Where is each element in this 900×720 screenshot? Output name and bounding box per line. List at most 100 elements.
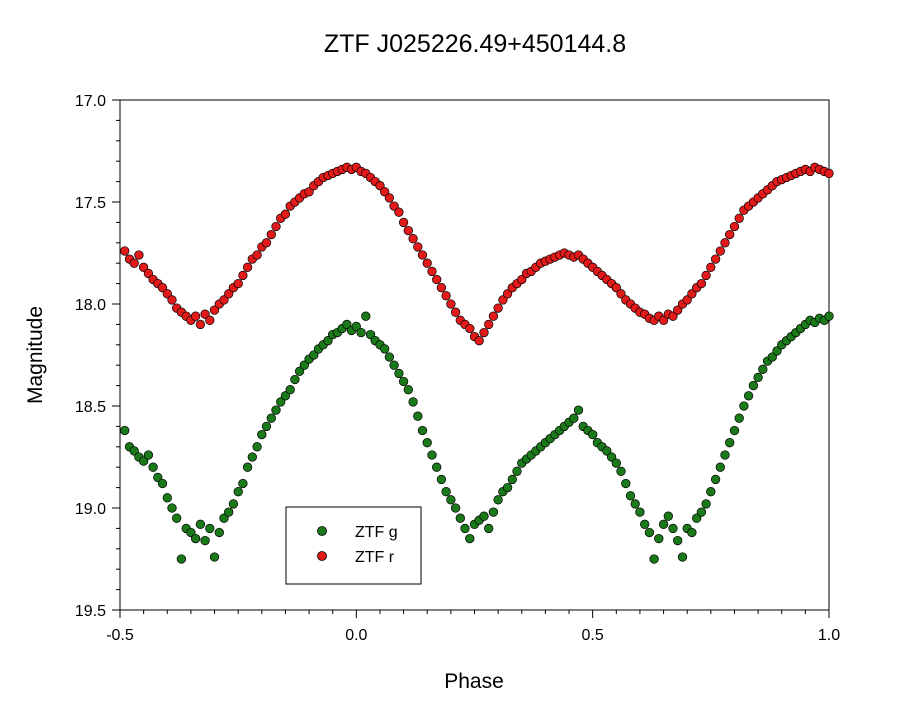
point-ztf-r bbox=[219, 295, 229, 305]
point-ztf-g bbox=[228, 499, 239, 509]
point-ztf-r bbox=[436, 283, 447, 293]
y-axis-label: Magnitude bbox=[24, 306, 47, 404]
point-ztf-g bbox=[706, 487, 716, 497]
point-ztf-r bbox=[167, 295, 177, 305]
point-ztf-r bbox=[398, 217, 409, 228]
point-ztf-r bbox=[611, 283, 621, 293]
point-ztf-r bbox=[493, 303, 503, 313]
point-ztf-r bbox=[120, 246, 130, 256]
point-ztf-g bbox=[479, 511, 489, 521]
point-ztf-g bbox=[153, 472, 163, 483]
point-ztf-g bbox=[484, 523, 494, 534]
x-tick-label: -0.5 bbox=[106, 627, 134, 644]
point-ztf-g bbox=[323, 336, 333, 346]
point-ztf-r bbox=[413, 242, 423, 252]
point-ztf-g bbox=[758, 364, 768, 374]
point-ztf-g bbox=[261, 421, 272, 432]
legend-box bbox=[285, 506, 422, 585]
point-ztf-r bbox=[673, 305, 683, 315]
point-ztf-r bbox=[824, 168, 834, 179]
point-ztf-g bbox=[167, 503, 177, 513]
point-ztf-g bbox=[276, 397, 286, 407]
point-ztf-r bbox=[394, 207, 404, 217]
point-ztf-r bbox=[479, 327, 489, 338]
point-ztf-g bbox=[588, 429, 598, 440]
point-ztf-g bbox=[611, 458, 621, 468]
x-tick-label: 0.5 bbox=[582, 627, 604, 644]
point-ztf-g bbox=[658, 519, 669, 529]
point-ztf-g bbox=[380, 344, 390, 354]
point-ztf-g bbox=[157, 478, 168, 489]
point-ztf-r bbox=[134, 250, 144, 260]
point-ztf-g bbox=[502, 482, 513, 493]
point-ztf-r bbox=[252, 250, 262, 260]
point-ztf-g bbox=[195, 519, 206, 529]
point-ztf-g bbox=[266, 413, 276, 423]
point-ztf-g bbox=[422, 438, 432, 448]
point-ztf-g bbox=[753, 372, 763, 383]
point-ztf-r bbox=[488, 311, 499, 321]
point-ztf-r bbox=[725, 229, 735, 240]
point-ztf-g bbox=[710, 474, 721, 485]
point-ztf-g bbox=[573, 405, 584, 415]
point-ztf-g bbox=[257, 429, 267, 440]
point-ztf-r bbox=[432, 274, 442, 285]
series-ztf-g bbox=[120, 311, 834, 564]
point-ztf-r bbox=[734, 213, 744, 223]
point-ztf-g bbox=[356, 327, 366, 338]
point-ztf-r bbox=[403, 225, 413, 236]
point-ztf-g bbox=[427, 450, 437, 460]
point-ztf-r bbox=[417, 250, 428, 260]
y-tick-label: 18.0 bbox=[75, 297, 106, 314]
x-tick-label: 1.0 bbox=[818, 627, 840, 644]
point-ztf-g bbox=[606, 452, 617, 462]
x-tick-label: 0.0 bbox=[345, 627, 367, 644]
point-ztf-g bbox=[677, 552, 688, 562]
point-ztf-r bbox=[157, 283, 168, 293]
point-ztf-r bbox=[710, 254, 721, 264]
legend-label-ztf-r: ZTF r bbox=[355, 549, 395, 566]
point-ztf-r bbox=[209, 305, 220, 315]
point-ztf-g bbox=[186, 527, 196, 538]
point-ztf-g bbox=[129, 446, 139, 456]
point-ztf-g bbox=[290, 374, 300, 385]
point-ztf-g bbox=[190, 533, 201, 544]
point-ztf-r bbox=[720, 238, 730, 248]
point-ztf-r bbox=[271, 221, 281, 232]
point-ztf-g bbox=[602, 446, 612, 456]
point-ztf-r bbox=[427, 266, 437, 277]
point-ztf-r bbox=[384, 193, 395, 203]
point-ztf-r bbox=[408, 234, 418, 244]
point-ztf-g bbox=[413, 411, 423, 421]
point-ztf-r bbox=[205, 315, 215, 325]
point-ztf-g bbox=[625, 491, 636, 501]
point-ztf-g bbox=[309, 350, 319, 360]
legend: ZTF g ZTF r bbox=[285, 506, 422, 585]
point-ztf-g bbox=[512, 466, 522, 476]
point-ztf-r bbox=[380, 187, 390, 197]
legend-marker-ztf-r bbox=[317, 551, 327, 561]
point-ztf-r bbox=[280, 209, 291, 219]
point-ztf-g bbox=[729, 425, 740, 436]
point-ztf-g bbox=[446, 495, 456, 505]
point-ztf-r bbox=[715, 246, 725, 256]
point-ztf-g bbox=[493, 495, 503, 505]
point-ztf-r bbox=[687, 289, 697, 299]
point-ztf-g bbox=[824, 311, 834, 321]
point-ztf-g bbox=[403, 385, 413, 395]
point-ztf-g bbox=[285, 385, 295, 395]
axis-ticks: -0.5 0.0 0.5 1.0 17.0 17.5 18.0 18.5 19.0 19.5 bbox=[75, 93, 840, 644]
point-ztf-g bbox=[455, 513, 465, 523]
plot-frame bbox=[119, 99, 830, 611]
point-ztf-g bbox=[734, 413, 744, 423]
point-ztf-g bbox=[767, 352, 777, 362]
series-ztf-r bbox=[120, 162, 834, 346]
point-ztf-g bbox=[772, 346, 782, 356]
point-ztf-g bbox=[635, 507, 645, 517]
point-ztf-g bbox=[138, 456, 149, 466]
chart-title: ZTF J025226.49+450144.8 bbox=[324, 30, 626, 58]
point-ztf-g bbox=[715, 462, 725, 472]
point-ztf-r bbox=[129, 258, 139, 268]
point-ztf-g bbox=[294, 366, 305, 376]
point-ztf-r bbox=[474, 336, 484, 346]
